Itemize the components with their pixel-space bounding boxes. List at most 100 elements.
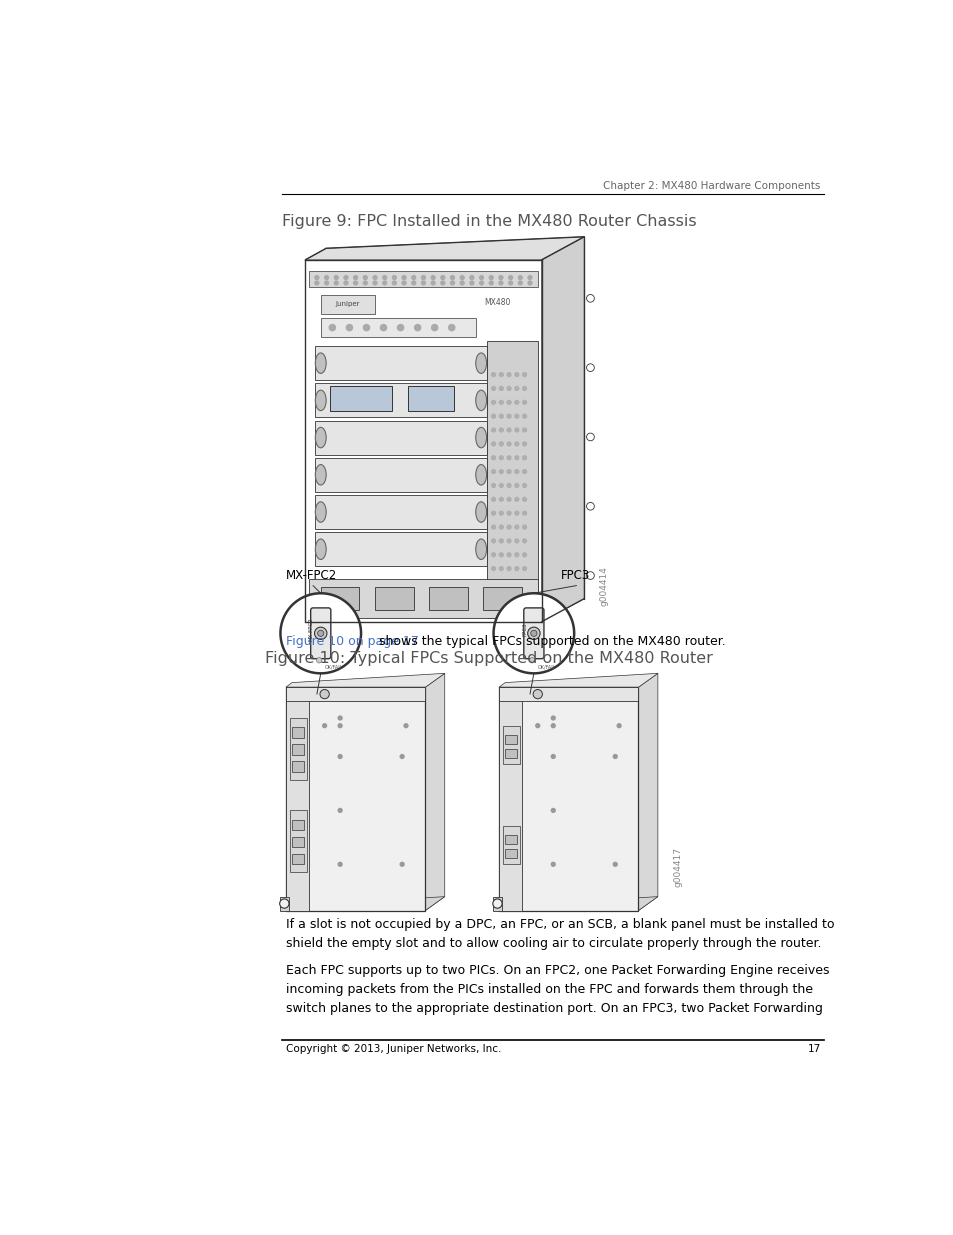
- Circle shape: [522, 498, 526, 501]
- Circle shape: [507, 484, 511, 488]
- Circle shape: [412, 282, 416, 285]
- Circle shape: [613, 755, 617, 758]
- Circle shape: [431, 325, 437, 331]
- Bar: [498, 687, 638, 910]
- Polygon shape: [638, 673, 658, 910]
- Circle shape: [498, 609, 503, 613]
- Circle shape: [363, 325, 369, 331]
- Circle shape: [421, 275, 425, 279]
- Text: Figure 10: Typical FPCs Supported on the MX480 Router: Figure 10: Typical FPCs Supported on the…: [265, 651, 712, 666]
- Circle shape: [314, 627, 327, 640]
- Circle shape: [617, 724, 620, 727]
- FancyBboxPatch shape: [311, 608, 331, 658]
- Bar: [502, 726, 519, 764]
- Circle shape: [507, 469, 511, 473]
- Circle shape: [392, 282, 395, 285]
- Circle shape: [522, 538, 526, 543]
- Circle shape: [382, 282, 386, 285]
- Text: g004414: g004414: [599, 567, 608, 606]
- Bar: [314, 421, 487, 454]
- Circle shape: [522, 373, 526, 377]
- Circle shape: [319, 689, 329, 699]
- Ellipse shape: [315, 390, 326, 410]
- Circle shape: [459, 282, 464, 285]
- Circle shape: [515, 609, 518, 613]
- Bar: [483, 587, 521, 610]
- Text: Each FPC supports up to two PICs. On an FPC2, one Packet Forwarding Engine recei: Each FPC supports up to two PICs. On an …: [286, 965, 828, 1015]
- Circle shape: [498, 282, 502, 285]
- Circle shape: [337, 724, 342, 727]
- Circle shape: [329, 325, 335, 331]
- Bar: [498, 687, 521, 910]
- Circle shape: [507, 609, 511, 613]
- Circle shape: [279, 899, 289, 908]
- Bar: [314, 532, 487, 567]
- Circle shape: [491, 525, 495, 529]
- Circle shape: [522, 567, 526, 571]
- Circle shape: [529, 657, 535, 663]
- Circle shape: [515, 387, 518, 390]
- Ellipse shape: [476, 353, 486, 373]
- Circle shape: [498, 414, 503, 419]
- Circle shape: [493, 593, 574, 673]
- Circle shape: [322, 724, 326, 727]
- Ellipse shape: [315, 427, 326, 448]
- Circle shape: [527, 627, 539, 640]
- Circle shape: [498, 511, 503, 515]
- Circle shape: [507, 580, 511, 584]
- Circle shape: [317, 630, 323, 636]
- Circle shape: [415, 325, 420, 331]
- Circle shape: [380, 325, 386, 331]
- Text: 17: 17: [806, 1044, 820, 1053]
- Circle shape: [402, 282, 406, 285]
- Text: FPC3: FPC3: [521, 622, 526, 636]
- Circle shape: [373, 282, 376, 285]
- Circle shape: [522, 553, 526, 557]
- Circle shape: [533, 689, 542, 699]
- Circle shape: [515, 414, 518, 419]
- Ellipse shape: [315, 464, 326, 485]
- Circle shape: [491, 538, 495, 543]
- Bar: [314, 458, 487, 492]
- Circle shape: [522, 609, 526, 613]
- Circle shape: [491, 373, 495, 377]
- Text: MX480: MX480: [484, 298, 510, 306]
- Circle shape: [491, 498, 495, 501]
- Bar: [290, 718, 307, 779]
- Circle shape: [528, 275, 532, 279]
- Circle shape: [498, 580, 503, 584]
- Bar: [320, 587, 359, 610]
- Circle shape: [491, 567, 495, 571]
- Bar: [292, 761, 303, 772]
- Text: Figure 10 on page 17: Figure 10 on page 17: [286, 635, 418, 647]
- Bar: [292, 853, 303, 864]
- Bar: [309, 272, 537, 287]
- Circle shape: [470, 275, 474, 279]
- Circle shape: [507, 373, 511, 377]
- Circle shape: [431, 282, 435, 285]
- Bar: [286, 687, 425, 910]
- Circle shape: [450, 275, 454, 279]
- Circle shape: [491, 484, 495, 488]
- Circle shape: [508, 282, 512, 285]
- Circle shape: [382, 275, 386, 279]
- Circle shape: [522, 387, 526, 390]
- Text: shows the typical FPCs supported on the MX480 router.: shows the typical FPCs supported on the …: [375, 635, 725, 647]
- Circle shape: [515, 469, 518, 473]
- Circle shape: [479, 275, 483, 279]
- Circle shape: [551, 724, 555, 727]
- Circle shape: [346, 325, 353, 331]
- Circle shape: [337, 862, 342, 866]
- Circle shape: [440, 282, 444, 285]
- Text: Chapter 2: MX480 Hardware Components: Chapter 2: MX480 Hardware Components: [602, 180, 820, 190]
- Polygon shape: [541, 237, 583, 621]
- Circle shape: [515, 373, 518, 377]
- Circle shape: [373, 275, 376, 279]
- Circle shape: [498, 400, 503, 404]
- Text: g004417: g004417: [673, 847, 681, 888]
- Circle shape: [507, 414, 511, 419]
- Text: OK/FAIL: OK/FAIL: [537, 664, 556, 669]
- Circle shape: [421, 282, 425, 285]
- Circle shape: [507, 553, 511, 557]
- Circle shape: [412, 275, 416, 279]
